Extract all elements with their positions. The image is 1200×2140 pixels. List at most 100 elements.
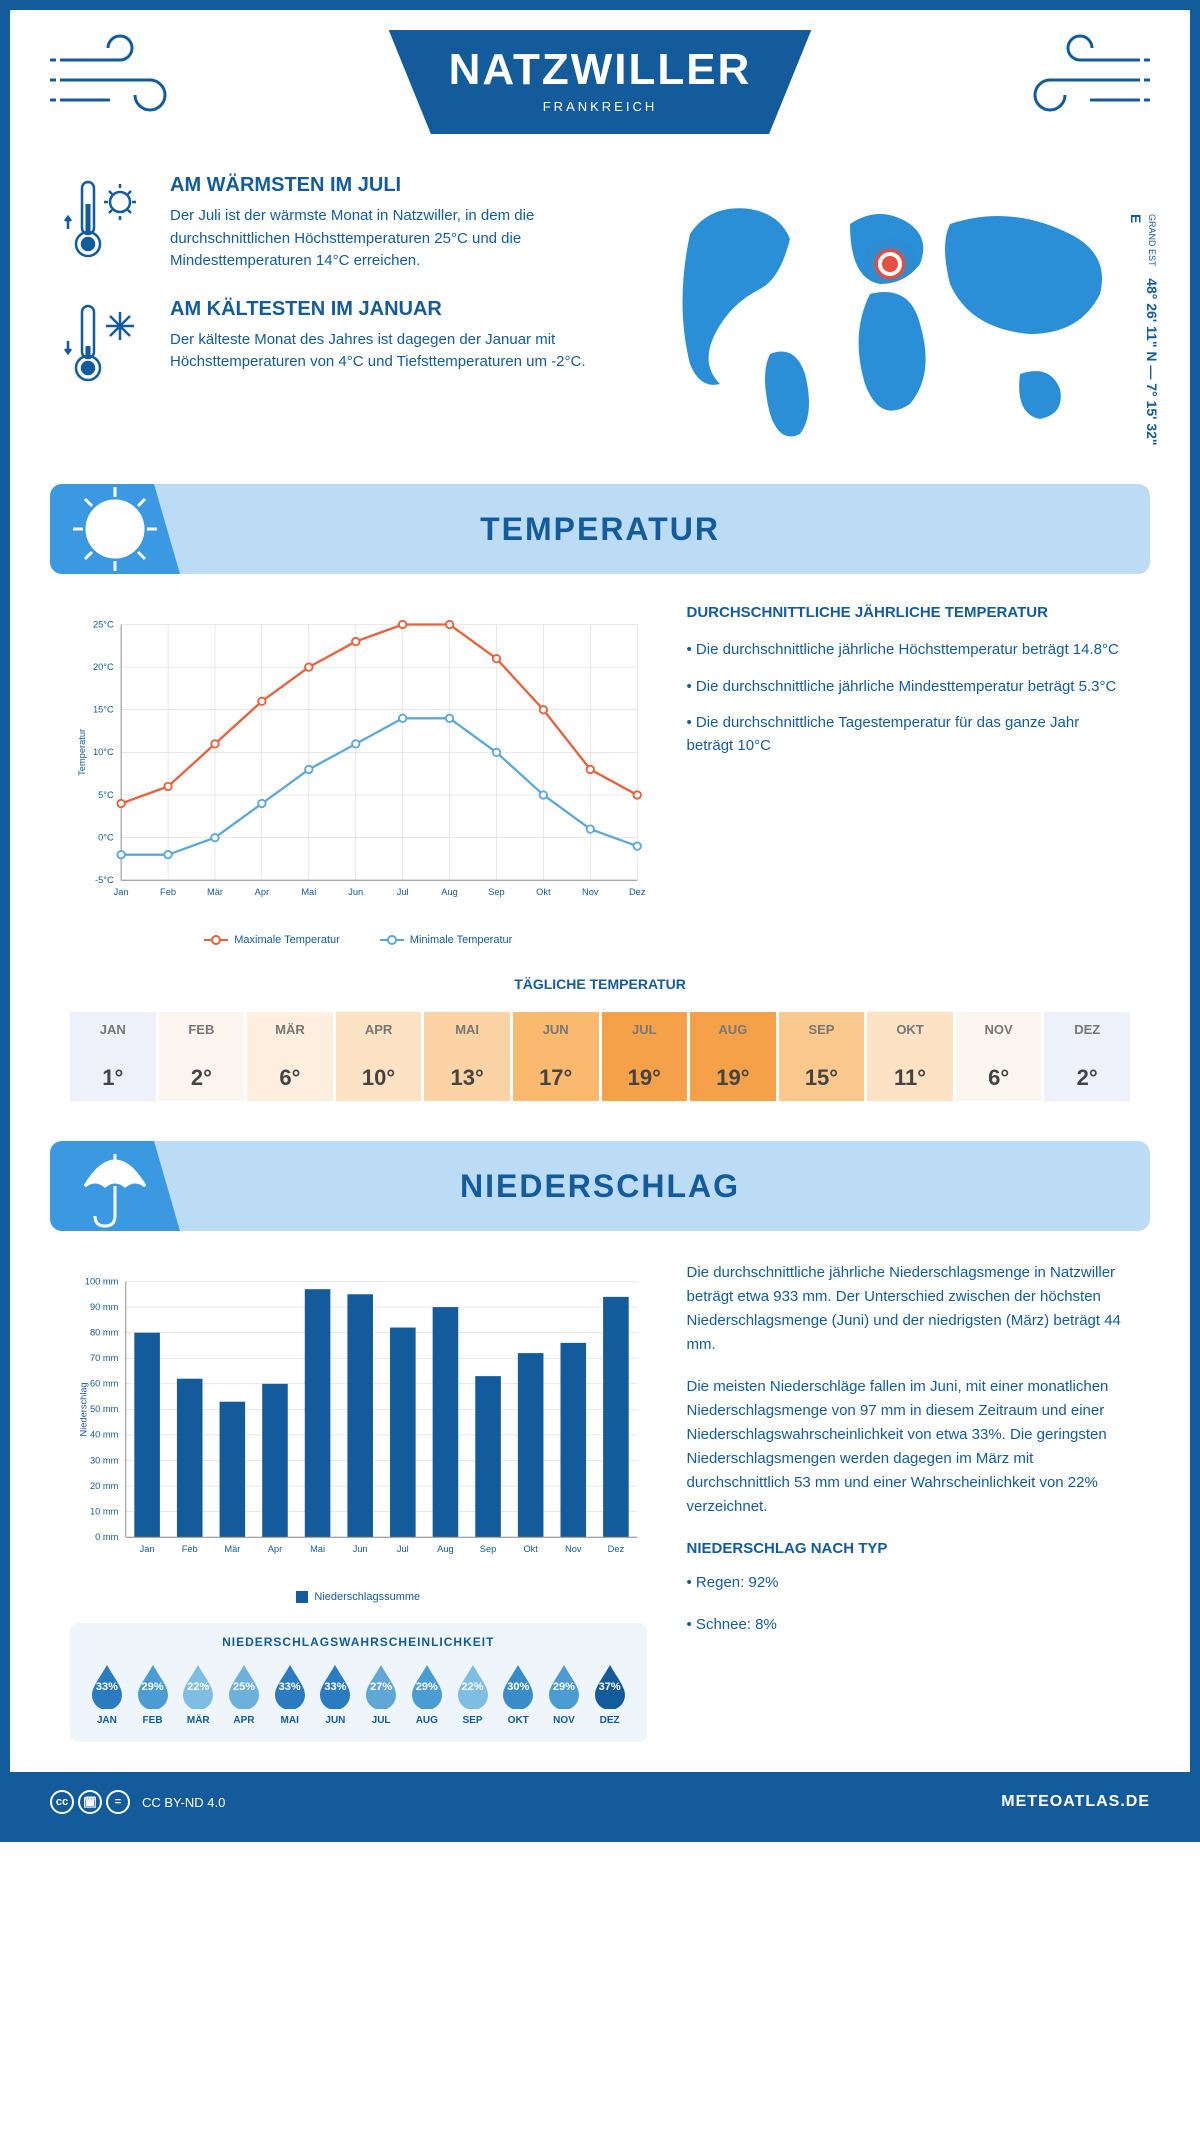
svg-text:Jan: Jan: [140, 1544, 155, 1554]
daily-temp-cell: OKT11°: [867, 1012, 953, 1101]
precipitation-probability-panel: NIEDERSCHLAGSWAHRSCHEINLICHKEIT 33% JAN …: [70, 1623, 647, 1742]
prob-cell: 29% AUG: [406, 1661, 448, 1726]
prob-cell: 37% DEZ: [589, 1661, 631, 1726]
svg-text:Aug: Aug: [441, 887, 458, 897]
svg-text:Aug: Aug: [437, 1544, 454, 1554]
svg-text:30 mm: 30 mm: [90, 1455, 119, 1465]
svg-text:40 mm: 40 mm: [90, 1430, 119, 1440]
svg-text:100 mm: 100 mm: [85, 1276, 119, 1286]
svg-text:Mär: Mär: [207, 887, 223, 897]
svg-text:Okt: Okt: [523, 1544, 538, 1554]
svg-text:Jul: Jul: [397, 887, 409, 897]
precipitation-section-header: NIEDERSCHLAG: [50, 1141, 1150, 1231]
prob-cell: 27% JUL: [360, 1661, 402, 1726]
svg-text:Apr: Apr: [255, 887, 269, 897]
temp-chart-legend: .legend-line[style*='e8603c']::after{bor…: [70, 934, 647, 946]
location-marker-icon: [878, 252, 902, 276]
header: NATZWILLER FRANKREICH: [10, 10, 1190, 164]
coldest-text: Der kälteste Monat des Jahres ist dagege…: [170, 329, 600, 374]
svg-text:20 mm: 20 mm: [90, 1481, 119, 1491]
daily-temp-cell: DEZ2°: [1044, 1012, 1130, 1101]
daily-temp-cell: JAN1°: [70, 1012, 156, 1101]
license-label: CC BY-ND 4.0: [142, 1795, 225, 1810]
svg-text:10°C: 10°C: [93, 747, 114, 757]
svg-text:Nov: Nov: [565, 1544, 582, 1554]
prob-cell: 22% SEP: [452, 1661, 494, 1726]
svg-text:5°C: 5°C: [98, 790, 114, 800]
title-banner: NATZWILLER FRANKREICH: [389, 30, 812, 134]
precip-chart-legend: Niederschlagssumme: [70, 1591, 647, 1603]
sun-icon: [65, 479, 165, 579]
thermometer-snow-icon: [60, 298, 150, 388]
svg-text:0 mm: 0 mm: [95, 1532, 118, 1542]
svg-text:Mai: Mai: [301, 887, 316, 897]
coordinates: GRAND EST 48° 26' 11" N — 7° 15' 32" E: [1128, 214, 1160, 454]
svg-text:Sep: Sep: [488, 887, 505, 897]
daily-temp-cell: SEP15°: [779, 1012, 865, 1101]
footer: cc 🗓 = CC BY-ND 4.0 METEOATLAS.DE: [10, 1772, 1190, 1832]
warmest-fact: AM WÄRMSTEN IM JULI Der Juli ist der wär…: [60, 174, 600, 273]
svg-text:Dez: Dez: [608, 1544, 625, 1554]
svg-text:Niederschlag: Niederschlag: [79, 1382, 89, 1436]
country-label: FRANKREICH: [449, 99, 752, 114]
svg-text:Sep: Sep: [480, 1544, 497, 1554]
wind-icon-right: [1010, 30, 1150, 130]
svg-text:Apr: Apr: [268, 1544, 282, 1554]
temperature-line-chart: -5°C0°C5°C10°C15°C20°C25°CJanFebMärAprMa…: [70, 604, 647, 924]
daily-temp-cell: JUL19°: [602, 1012, 688, 1101]
precipitation-text: Die durchschnittliche jährliche Niedersc…: [687, 1261, 1130, 1742]
temperature-section-header: TEMPERATUR: [50, 484, 1150, 574]
daily-temp-cell: APR10°: [336, 1012, 422, 1101]
precipitation-title: NIEDERSCHLAG: [460, 1168, 740, 1205]
prob-cell: 33% JAN: [86, 1661, 128, 1726]
svg-text:10 mm: 10 mm: [90, 1506, 119, 1516]
prob-cell: 25% APR: [223, 1661, 265, 1726]
umbrella-icon: [65, 1136, 165, 1236]
prob-cell: 33% MAI: [269, 1661, 311, 1726]
svg-text:60 mm: 60 mm: [90, 1379, 119, 1389]
temperature-title: TEMPERATUR: [480, 511, 720, 548]
prob-cell: 33% JUN: [315, 1661, 357, 1726]
temperature-content: -5°C0°C5°C10°C15°C20°C25°CJanFebMärAprMa…: [10, 604, 1190, 976]
world-map-icon: [640, 174, 1140, 454]
svg-text:25°C: 25°C: [93, 619, 114, 629]
cc-icons: cc 🗓 =: [50, 1790, 130, 1814]
svg-text:Okt: Okt: [536, 887, 551, 897]
svg-text:50 mm: 50 mm: [90, 1404, 119, 1414]
svg-text:15°C: 15°C: [93, 705, 114, 715]
svg-text:80 mm: 80 mm: [90, 1327, 119, 1337]
svg-text:90 mm: 90 mm: [90, 1302, 119, 1312]
coldest-fact: AM KÄLTESTEN IM JANUAR Der kälteste Mona…: [60, 298, 600, 388]
warmest-text: Der Juli ist der wärmste Monat in Natzwi…: [170, 205, 600, 273]
svg-text:Jul: Jul: [397, 1544, 409, 1554]
prob-cell: 29% FEB: [132, 1661, 174, 1726]
prob-cell: 30% OKT: [497, 1661, 539, 1726]
daily-temperature: TÄGLICHE TEMPERATUR JAN1°FEB2°MÄR6°APR10…: [10, 976, 1190, 1141]
thermometer-sun-icon: [60, 174, 150, 264]
svg-text:Jun: Jun: [353, 1544, 368, 1554]
svg-text:70 mm: 70 mm: [90, 1353, 119, 1363]
site-name: METEOATLAS.DE: [1001, 1793, 1150, 1811]
temperature-info: DURCHSCHNITTLICHE JÄHRLICHE TEMPERATUR •…: [687, 604, 1130, 946]
svg-text:20°C: 20°C: [93, 662, 114, 672]
cc-icon: cc: [50, 1790, 74, 1814]
infographic-frame: NATZWILLER FRANKREICH AM WÄRMSTEN IM JUL…: [0, 0, 1200, 1842]
svg-text:Mär: Mär: [224, 1544, 240, 1554]
svg-text:Feb: Feb: [182, 1544, 198, 1554]
wind-icon-left: [50, 30, 190, 130]
svg-text:Jun: Jun: [348, 887, 363, 897]
daily-temp-cell: MÄR6°: [247, 1012, 333, 1101]
svg-text:Feb: Feb: [160, 887, 176, 897]
coldest-title: AM KÄLTESTEN IM JANUAR: [170, 298, 600, 321]
svg-text:Nov: Nov: [582, 887, 599, 897]
svg-text:Dez: Dez: [629, 887, 646, 897]
precipitation-content: 0 mm 10 mm 20 mm 30 mm 40 mm 50 mm 60 mm 70 mm 8…: [10, 1261, 1190, 1772]
daily-temp-cell: AUG19°: [690, 1012, 776, 1101]
warmest-title: AM WÄRMSTEN IM JULI: [170, 174, 600, 197]
daily-temp-cell: MAI13°: [424, 1012, 510, 1101]
nd-icon: =: [106, 1790, 130, 1814]
location-title: NATZWILLER: [449, 45, 752, 95]
svg-text:Temperatur: Temperatur: [77, 729, 87, 776]
daily-temp-cell: NOV6°: [956, 1012, 1042, 1101]
precipitation-bar-chart: 0 mm 10 mm 20 mm 30 mm 40 mm 50 mm 60 mm 70 mm 8…: [70, 1261, 647, 1581]
